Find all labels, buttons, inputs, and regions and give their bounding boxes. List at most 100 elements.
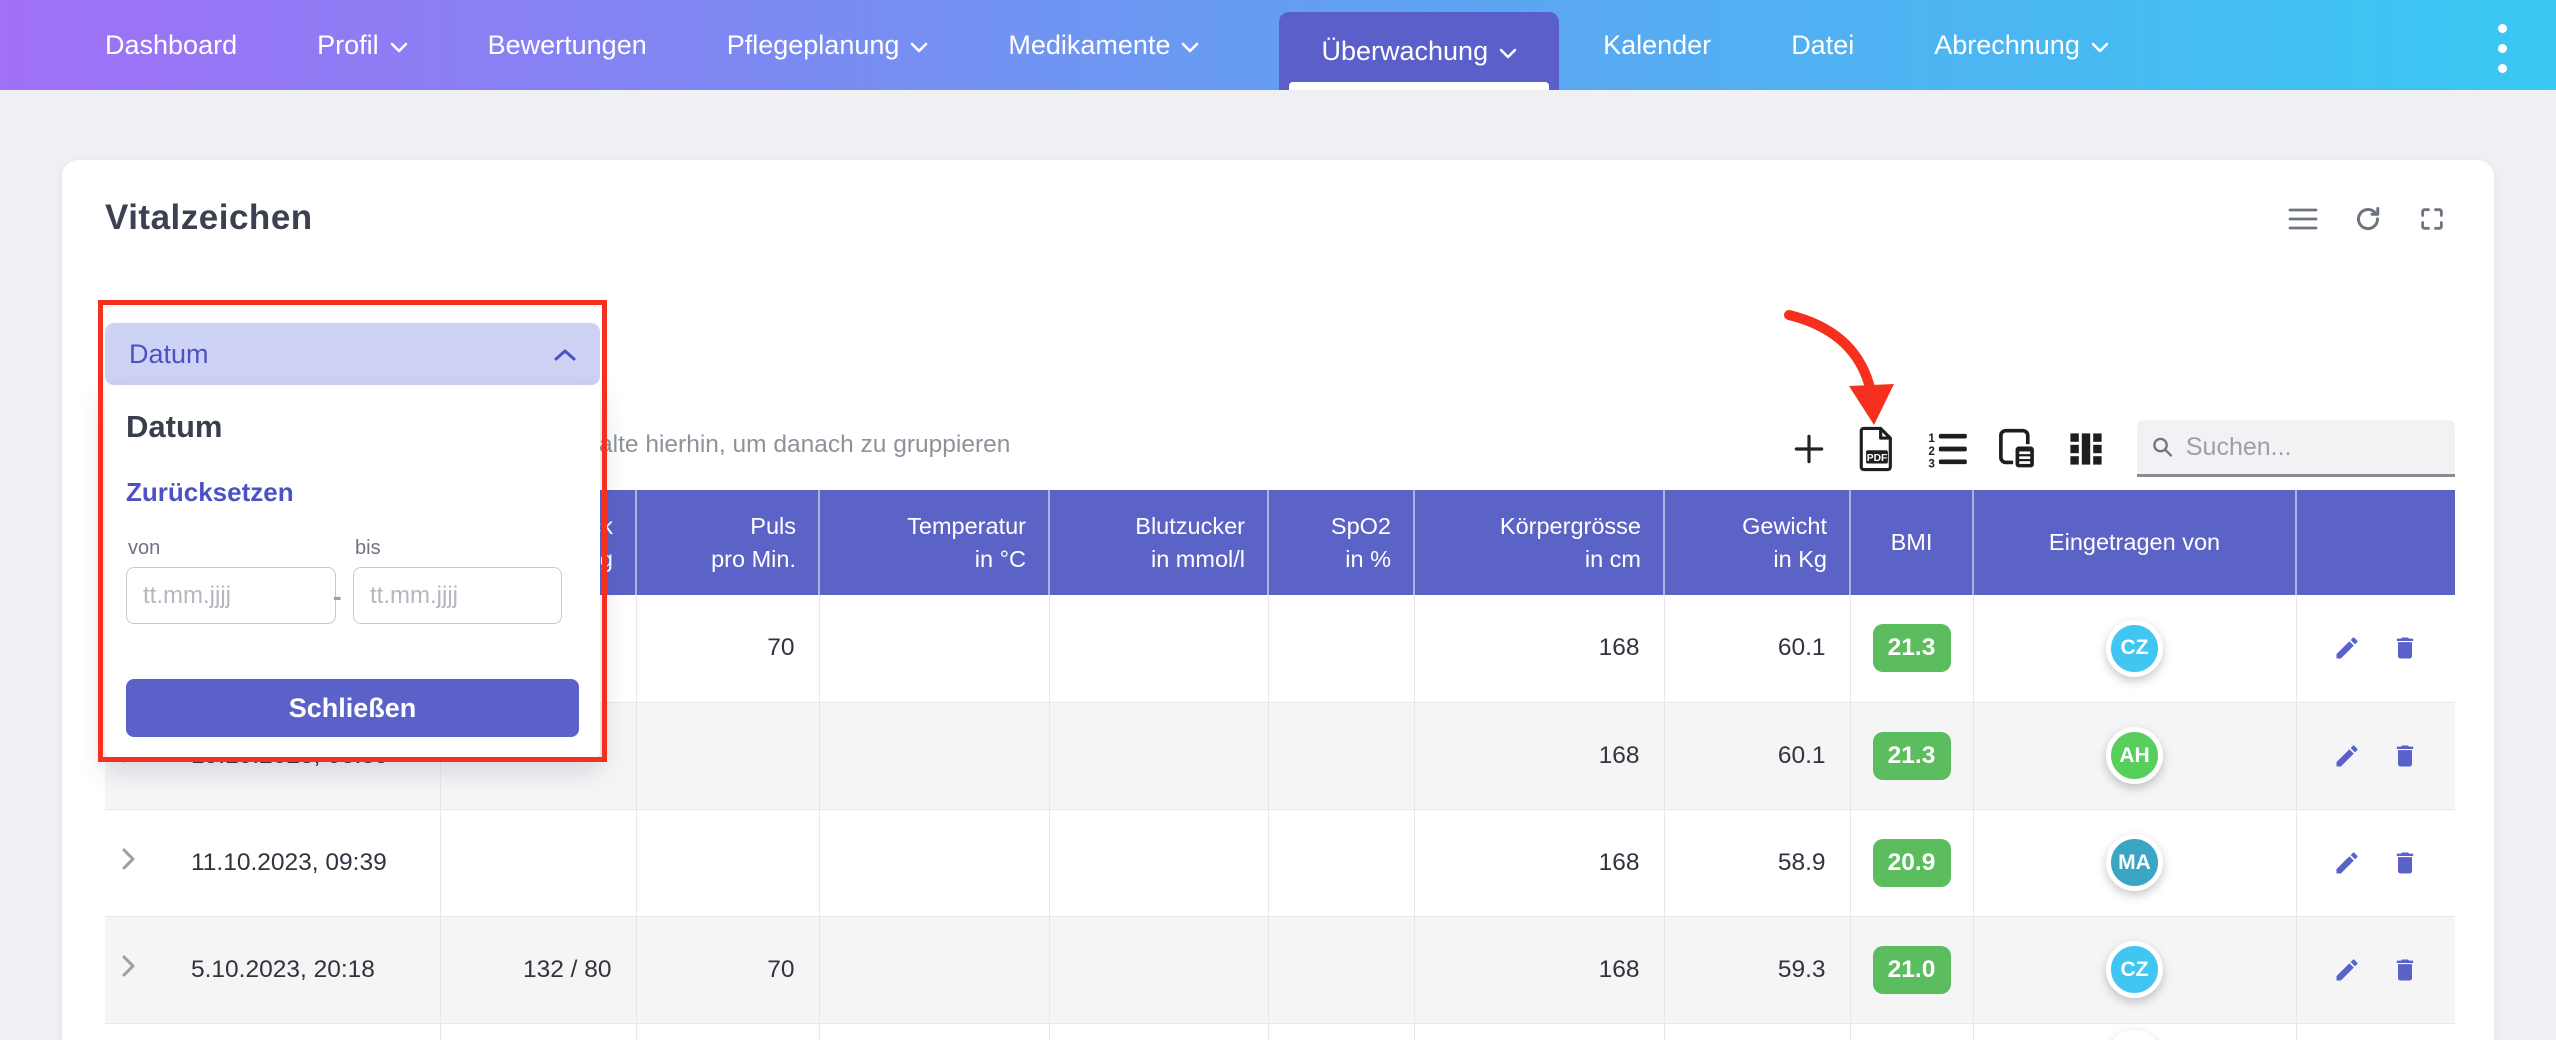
- accordion-label: Datum: [129, 338, 209, 369]
- col-header-eingetragen-von[interactable]: Eingetragen von: [1973, 490, 2297, 595]
- bmi-badge: 21.0: [1872, 945, 1951, 994]
- date-to-input[interactable]: [353, 567, 562, 624]
- avatar: AH: [2106, 727, 2163, 784]
- nav-item-datei[interactable]: Datei: [1791, 30, 1854, 61]
- cell-actions: [2296, 809, 2455, 917]
- cell-puls: [636, 1023, 820, 1040]
- delete-icon[interactable]: [2391, 956, 2419, 984]
- cell-bmi: 20.9: [1850, 809, 1974, 917]
- cell-spo2: [1268, 702, 1415, 810]
- nav-label: Medikamente: [1008, 29, 1171, 60]
- nav-item-medikamente[interactable]: Medikamente: [1008, 30, 1199, 61]
- chevron-down-icon: [390, 42, 407, 52]
- reset-link[interactable]: Zurücksetzen: [126, 477, 294, 507]
- edit-icon[interactable]: [2333, 849, 2361, 877]
- col-header-bmi[interactable]: BMI: [1850, 490, 1974, 595]
- cell-actions: [2296, 1023, 2455, 1040]
- export-pdf-icon[interactable]: PDF: [1857, 426, 1897, 472]
- cell-blutdruck: [440, 1023, 637, 1040]
- active-tab-underline: [1289, 82, 1550, 90]
- refresh-icon[interactable]: [2353, 204, 2383, 234]
- delete-icon[interactable]: [2391, 634, 2419, 662]
- cell-actions: [2296, 595, 2455, 703]
- nav-item-kalender[interactable]: Kalender: [1603, 30, 1711, 61]
- fullscreen-icon[interactable]: [2418, 205, 2446, 233]
- chevron-down-icon: [1499, 48, 1517, 58]
- bmi-badge: 21.3: [1872, 731, 1951, 780]
- cell-eingetragen-von: CZ: [1973, 595, 2297, 703]
- card-action-icons: [2288, 204, 2446, 234]
- cell-datum: 5.10.2023, 20:18: [175, 916, 441, 1024]
- cell-blutzucker: [1049, 595, 1269, 703]
- col-header-puls[interactable]: Puls pro Min.: [636, 490, 820, 595]
- cell-blutdruck: 132 / 80: [440, 916, 637, 1024]
- cell-blutzucker: [1049, 809, 1269, 917]
- cell-temperatur: [819, 595, 1050, 703]
- nav-item-profil[interactable]: Profil: [317, 30, 408, 61]
- search-box: [2137, 420, 2455, 477]
- delete-icon[interactable]: [2391, 742, 2419, 770]
- delete-icon[interactable]: [2391, 849, 2419, 877]
- date-filter-accordion[interactable]: Datum: [105, 323, 600, 385]
- cell-koerpergroesse: 168: [1414, 809, 1665, 917]
- to-label: bis: [355, 537, 381, 559]
- nav-item-bewertungen[interactable]: Bewertungen: [488, 30, 647, 61]
- cell-gewicht: 59.3: [1664, 916, 1851, 1024]
- cell-temperatur: [819, 916, 1050, 1024]
- nav-label: Überwachung: [1321, 35, 1489, 66]
- cell-spo2: [1268, 809, 1415, 917]
- nav-item-dashboard[interactable]: Dashboard: [105, 30, 237, 61]
- col-header-koerpergroesse[interactable]: Körpergrösse in cm: [1414, 490, 1665, 595]
- cell-spo2: [1268, 916, 1415, 1024]
- row-expander-icon[interactable]: [121, 955, 136, 984]
- cell-bmi: 21.0: [1850, 916, 1974, 1024]
- range-separator: -: [333, 581, 342, 611]
- cell-koerpergroesse: 168: [1414, 595, 1665, 703]
- search-input[interactable]: [2185, 432, 2441, 462]
- add-row-icon[interactable]: [1790, 430, 1828, 468]
- cell-gewicht: 60.1: [1664, 702, 1851, 810]
- nav-item-ueberwachung[interactable]: Überwachung: [1279, 12, 1560, 90]
- col-header-actions: [2296, 490, 2455, 595]
- chevron-down-icon: [911, 42, 928, 52]
- bmi-badge: 20.9: [1872, 838, 1951, 887]
- avatar: CZ: [2106, 619, 2163, 677]
- col-header-gewicht[interactable]: Gewicht in Kg: [1664, 490, 1851, 595]
- chevron-down-icon: [2091, 42, 2109, 52]
- col-header-spo2[interactable]: SpO2 in %: [1268, 490, 1415, 595]
- date-from-input[interactable]: [126, 567, 336, 624]
- nav-item-abrechnung[interactable]: Abrechnung: [1934, 30, 2109, 61]
- avatar: CZ: [2106, 941, 2163, 998]
- from-label: von: [128, 537, 161, 559]
- close-button[interactable]: Schließen: [126, 679, 579, 737]
- cell-eingetragen-von: MA: [1973, 809, 2297, 917]
- table-row: 5.10.2023, 20:18 132 / 80 70 168 59.3 21.0 CZ: [105, 916, 2455, 1024]
- cell-actions: [2296, 916, 2455, 1024]
- cell-temperatur: [819, 702, 1050, 810]
- col-header-blutzucker[interactable]: Blutzucker in mmol/l: [1049, 490, 1269, 595]
- edit-icon[interactable]: [2333, 634, 2361, 662]
- overflow-menu-icon[interactable]: [2498, 24, 2508, 84]
- svg-text:2: 2: [1928, 445, 1935, 458]
- cell-puls: [636, 809, 820, 917]
- columns-icon[interactable]: [2068, 431, 2104, 467]
- cell-blutdruck: [440, 809, 637, 917]
- nav-label: Bewertungen: [487, 29, 647, 60]
- row-expander-icon[interactable]: [121, 848, 136, 877]
- col-header-temperatur[interactable]: Temperatur in °C: [819, 490, 1050, 595]
- popup-heading: Datum: [126, 409, 223, 444]
- cell-koerpergroesse: [1414, 1023, 1665, 1040]
- cell-spo2: [1268, 595, 1415, 703]
- edit-icon[interactable]: [2333, 742, 2361, 770]
- menu-icon[interactable]: [2288, 207, 2318, 231]
- column-chooser-icon[interactable]: [1997, 427, 2039, 471]
- cell-bmi: [1850, 1023, 1974, 1040]
- cell-blutzucker: [1049, 702, 1269, 810]
- cell-gewicht: 60.1: [1664, 595, 1851, 703]
- edit-icon[interactable]: [2333, 956, 2361, 984]
- cell-koerpergroesse: 168: [1414, 916, 1665, 1024]
- cell-eingetragen-von: [1973, 1023, 2297, 1040]
- svg-text:1: 1: [1928, 432, 1935, 445]
- nav-item-pflegeplanung[interactable]: Pflegeplanung: [727, 30, 929, 61]
